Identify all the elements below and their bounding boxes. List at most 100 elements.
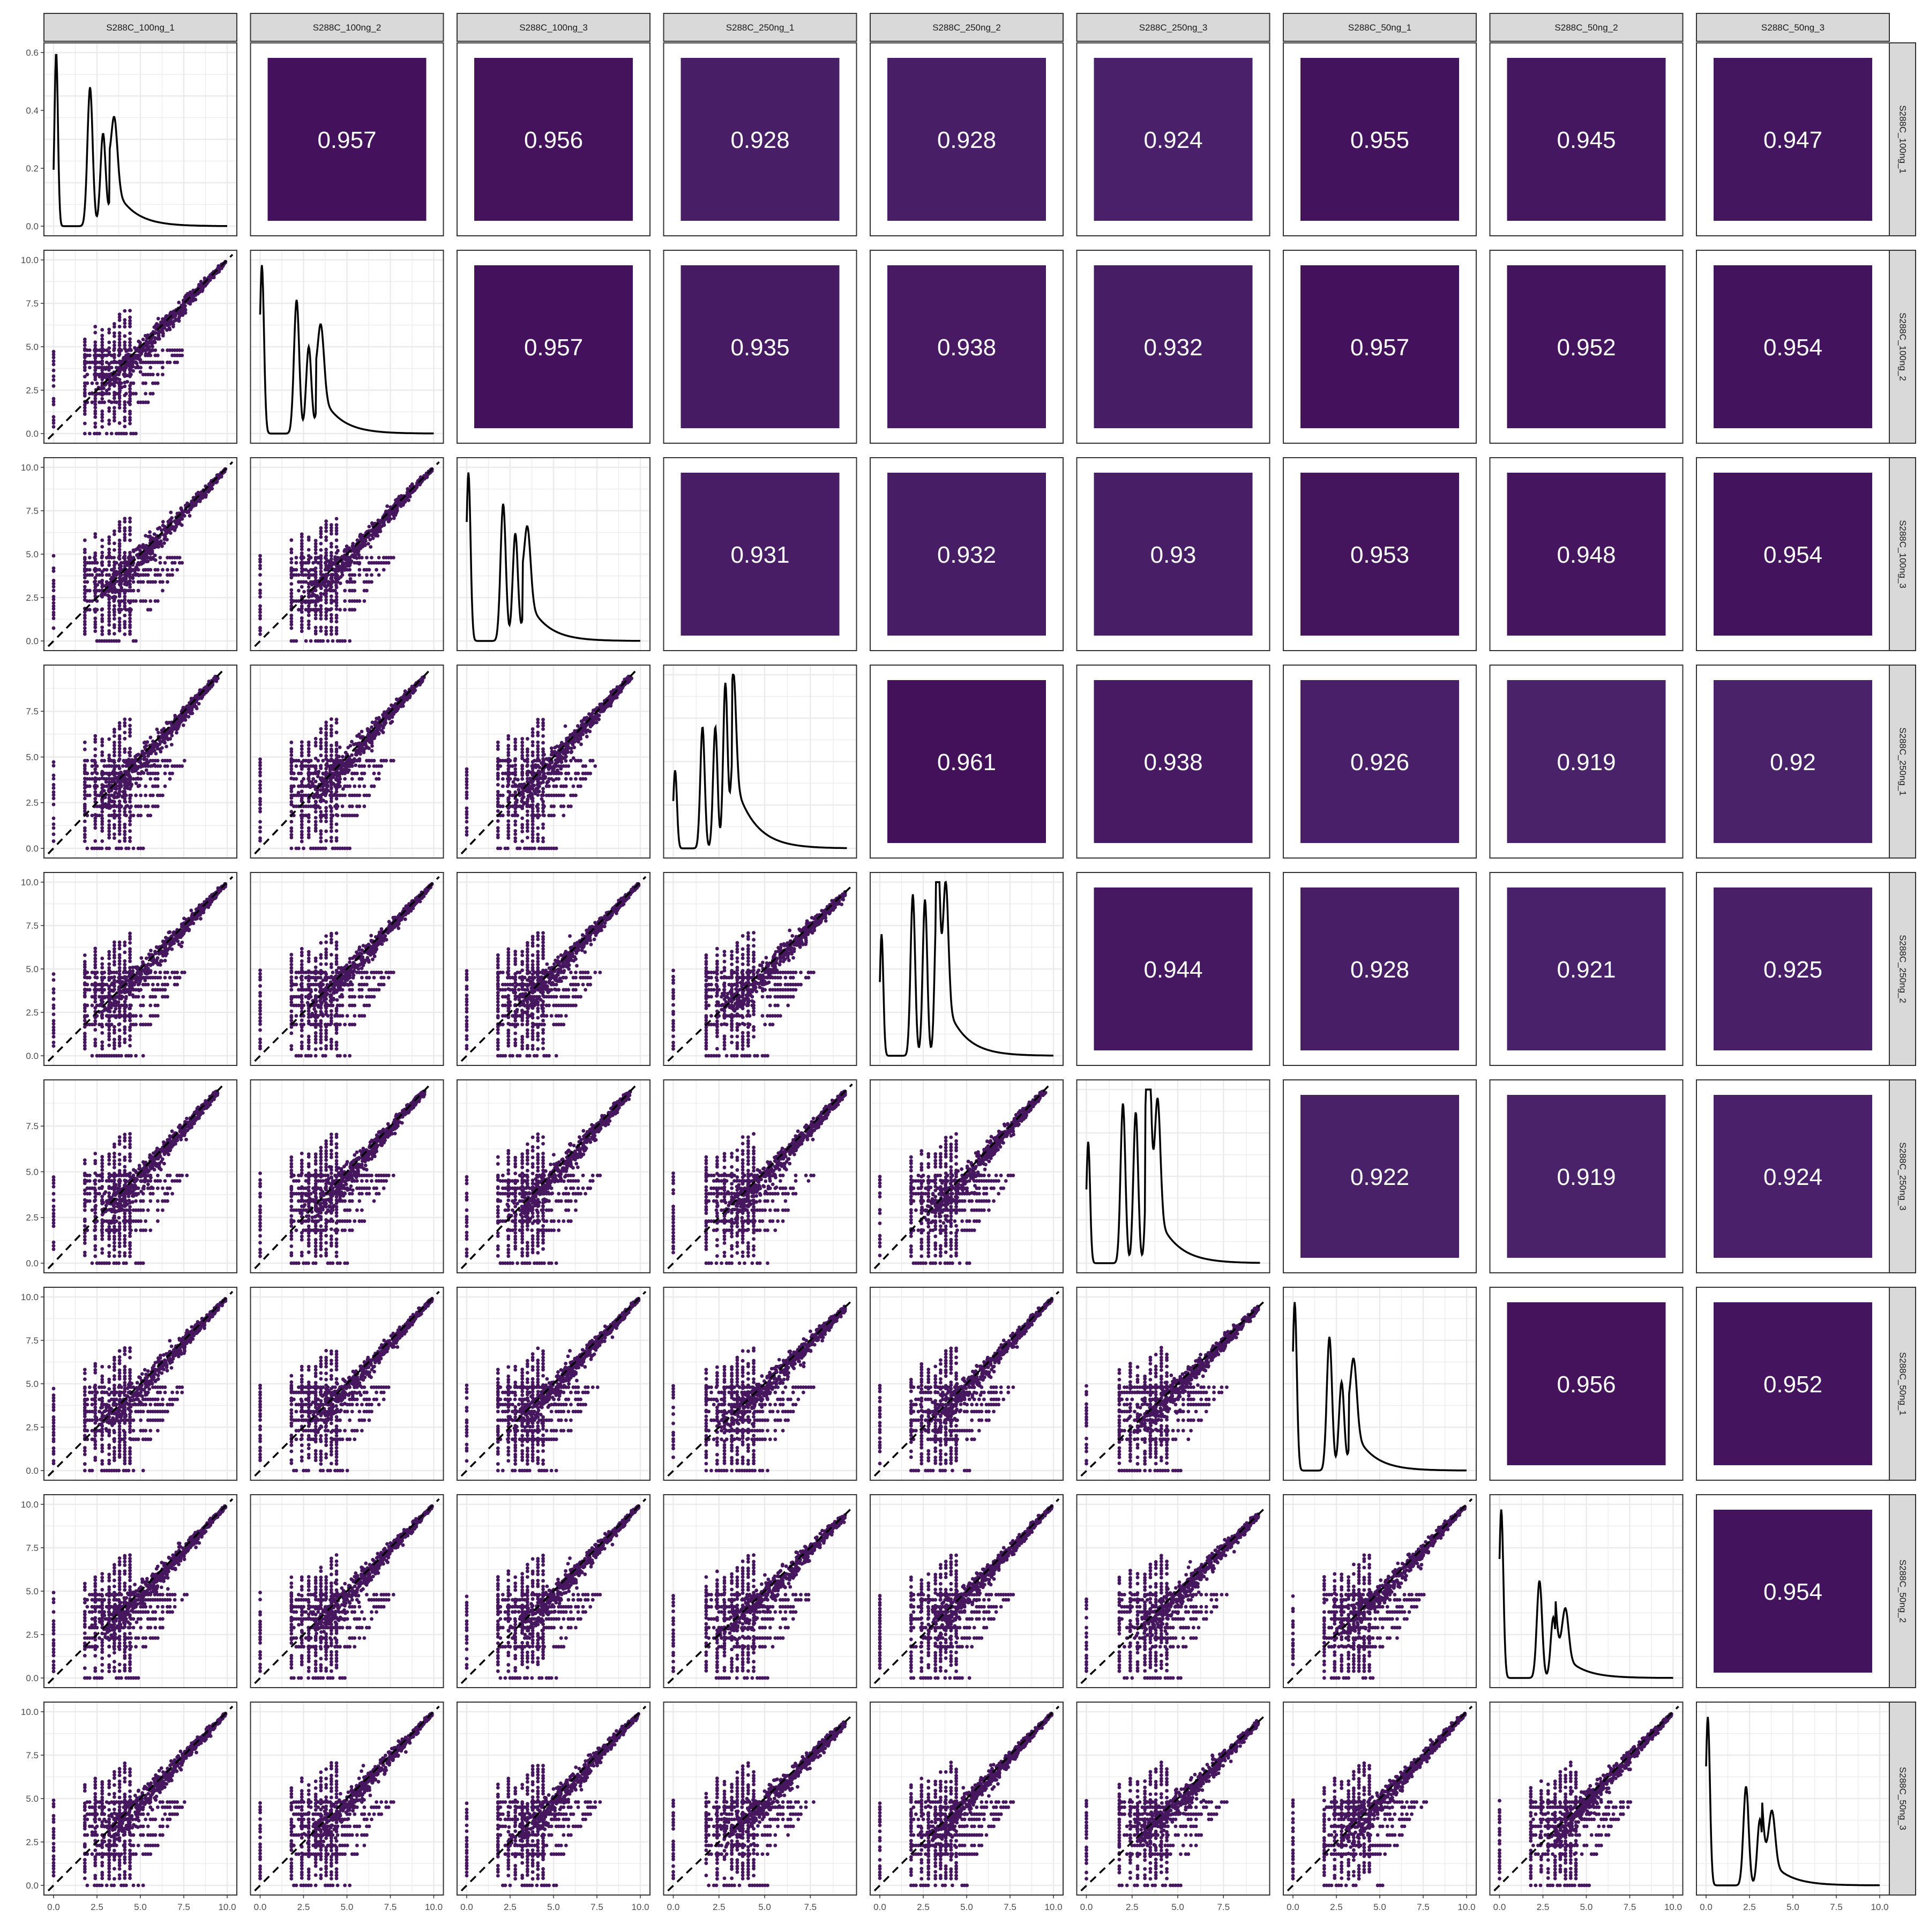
scatter-point — [159, 561, 162, 565]
scatter-point — [367, 542, 370, 546]
scatter-point — [183, 759, 186, 763]
scatter-point — [100, 544, 104, 548]
scatter-point — [379, 764, 383, 768]
scatter-point — [144, 599, 147, 603]
scatter-point — [321, 639, 325, 643]
scatter-point — [168, 759, 172, 763]
panel: 0.957 — [251, 43, 444, 236]
scatter-point — [119, 367, 123, 371]
scatter-point — [337, 755, 341, 758]
scatter-point — [311, 568, 315, 572]
scatter-point — [161, 740, 165, 743]
scatter-point — [349, 577, 353, 581]
scatter-point — [123, 614, 126, 617]
scatter-point — [177, 723, 181, 727]
scatter-point — [100, 617, 104, 621]
scatter-point — [310, 599, 313, 603]
scatter-point — [343, 589, 347, 593]
scatter-point — [120, 385, 124, 389]
scatter-point — [319, 819, 323, 823]
column-strip: S288C_100ng_3 — [457, 13, 650, 41]
scatter-point — [107, 607, 111, 610]
scatter-point — [151, 392, 155, 396]
panel — [251, 250, 444, 443]
scatter-point — [337, 761, 340, 765]
scatter-point — [135, 362, 139, 365]
scatter-point — [324, 529, 328, 533]
scatter-point — [319, 570, 323, 573]
scatter-point — [300, 830, 304, 833]
row-strip-label: S288C_100ng_1 — [1898, 105, 1908, 174]
scatter-point — [83, 365, 87, 369]
scatter-point — [506, 833, 510, 837]
scatter-point — [52, 595, 56, 599]
scatter-point — [85, 759, 89, 763]
scatter-point — [258, 830, 262, 833]
scatter-point — [156, 599, 160, 603]
scatter-point — [113, 340, 116, 344]
panel: 0.932 — [1077, 250, 1270, 443]
scatter-point — [126, 773, 130, 777]
scatter-point — [52, 786, 56, 790]
scatter-point — [314, 744, 318, 748]
scatter-point — [118, 741, 122, 744]
scatter-point — [118, 389, 122, 392]
scatter-point — [117, 556, 121, 560]
scatter-point — [163, 525, 167, 529]
y-tick-label: 0.0 — [26, 844, 39, 854]
y-tick-label: 5.0 — [26, 549, 39, 560]
scatter-point — [52, 832, 56, 836]
scatter-point — [88, 432, 92, 436]
scatter-point — [365, 589, 369, 593]
row-strip-label: S288C_250ng_3 — [1898, 1142, 1908, 1211]
scatter-point — [159, 750, 162, 754]
scatter-point — [93, 556, 96, 560]
scatter-point — [258, 780, 262, 784]
scatter-point — [289, 595, 293, 599]
scatter-point — [170, 743, 174, 747]
scatter-point — [325, 588, 329, 592]
scatter-point — [105, 354, 109, 357]
scatter-point — [112, 354, 116, 357]
scatter-point — [118, 820, 122, 824]
scatter-point — [124, 571, 128, 575]
scatter-point — [330, 829, 333, 833]
scatter-point — [100, 340, 104, 344]
scatter-point — [113, 322, 116, 326]
scatter-point — [156, 382, 160, 385]
scatter-point — [156, 372, 160, 376]
scatter-point — [112, 572, 116, 576]
scatter-point — [121, 764, 125, 768]
scatter-point — [300, 823, 304, 826]
scatter-point — [156, 772, 160, 775]
scatter-point — [363, 804, 367, 808]
panel: 0.928 — [664, 43, 857, 236]
row-strip-label: S288C_250ng_2 — [1898, 935, 1908, 1003]
scatter-point — [131, 369, 135, 373]
scatter-point — [360, 735, 364, 739]
scatter-point — [107, 836, 111, 840]
scatter-point — [324, 830, 328, 833]
scatter-point — [118, 334, 122, 338]
scatter-point — [107, 833, 111, 837]
scatter-point — [258, 820, 262, 824]
scatter-point — [338, 745, 342, 749]
scatter-point — [324, 614, 328, 617]
scatter-point — [330, 523, 333, 527]
scatter-point — [119, 564, 123, 568]
scatter-point — [93, 344, 97, 347]
scatter-point — [144, 794, 147, 797]
scatter-point — [330, 594, 333, 598]
scatter-point — [161, 365, 165, 369]
scatter-point — [168, 528, 171, 532]
scatter-point — [307, 604, 311, 608]
scatter-point — [356, 758, 360, 762]
scatter-point — [506, 810, 510, 814]
scatter-point — [184, 308, 188, 312]
scatter-point — [129, 608, 133, 611]
scatter-point — [144, 785, 147, 788]
scatter-point — [90, 391, 94, 395]
scatter-point — [335, 829, 339, 833]
scatter-point — [113, 344, 116, 347]
scatter-point — [319, 840, 323, 844]
